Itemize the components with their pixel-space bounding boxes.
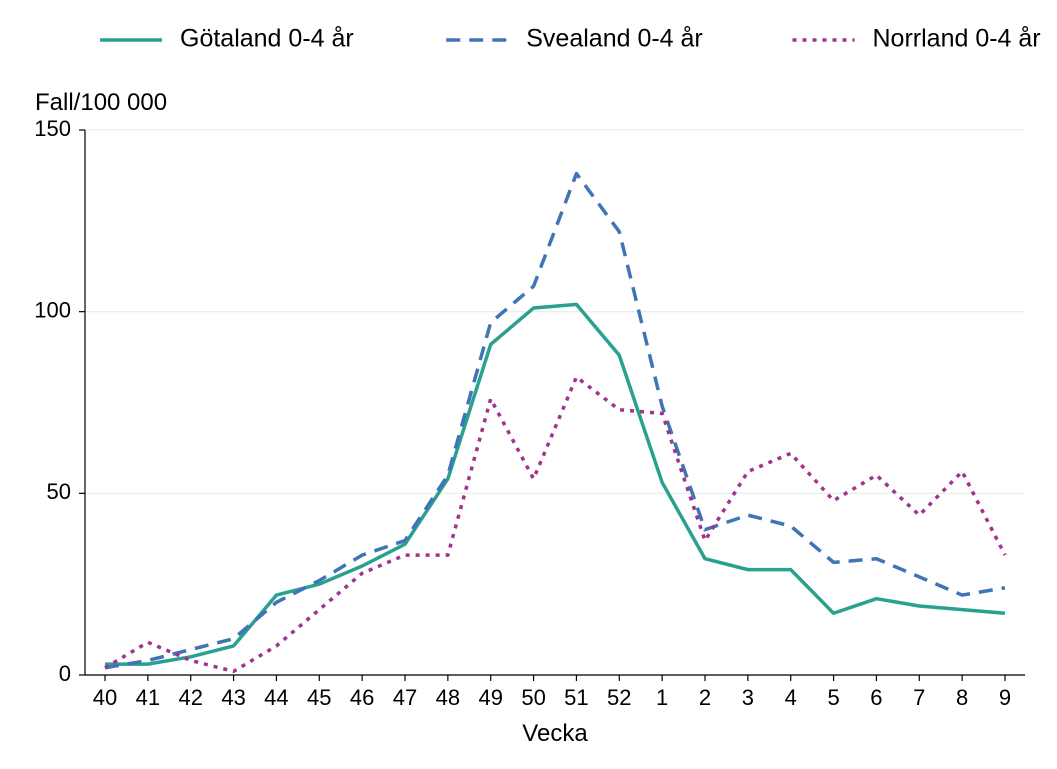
x-tick-label: 3	[742, 685, 754, 710]
x-tick-label: 7	[913, 685, 925, 710]
x-tick-label: 4	[785, 685, 797, 710]
x-tick-label: 41	[136, 685, 160, 710]
y-tick-label: 150	[34, 116, 71, 141]
x-tick-label: 45	[307, 685, 331, 710]
x-tick-label: 47	[393, 685, 417, 710]
x-tick-label: 52	[607, 685, 631, 710]
y-tick-label: 0	[59, 661, 71, 686]
x-tick-label: 2	[699, 685, 711, 710]
x-tick-label: 50	[521, 685, 545, 710]
legend-label-gotaland: Götaland 0-4 år	[180, 25, 354, 53]
chart-svg: 050100150Fall/100 0004041424344454647484…	[0, 0, 1057, 769]
x-tick-label: 46	[350, 685, 374, 710]
y-tick-label: 100	[34, 297, 71, 322]
x-tick-label: 6	[870, 685, 882, 710]
legend-label-norrland: Norrland 0-4 år	[873, 25, 1041, 53]
x-tick-label: 44	[264, 685, 288, 710]
x-tick-label: 5	[827, 685, 839, 710]
legend-label-svealand: Svealand 0-4 år	[526, 25, 703, 53]
y-tick-label: 50	[47, 479, 71, 504]
x-tick-label: 51	[564, 685, 588, 710]
x-tick-label: 1	[656, 685, 668, 710]
x-tick-label: 9	[999, 685, 1011, 710]
y-axis-title: Fall/100 000	[35, 89, 167, 116]
x-tick-label: 49	[478, 685, 502, 710]
x-tick-label: 42	[178, 685, 202, 710]
x-tick-label: 40	[93, 685, 117, 710]
x-tick-label: 43	[221, 685, 245, 710]
x-axis-title: Vecka	[522, 720, 588, 747]
x-tick-label: 8	[956, 685, 968, 710]
x-tick-label: 48	[436, 685, 460, 710]
line-chart: 050100150Fall/100 0004041424344454647484…	[0, 0, 1057, 769]
